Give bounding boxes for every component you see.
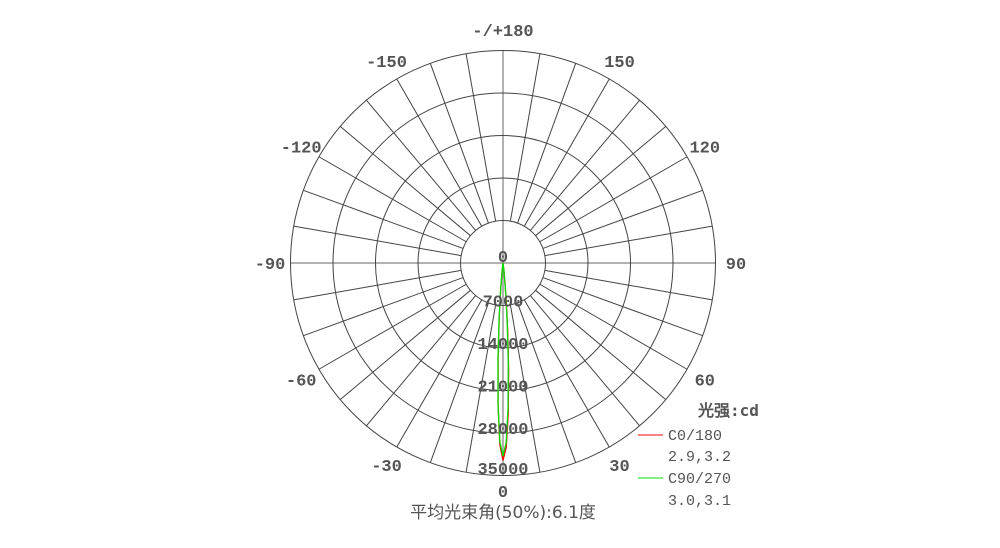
intensity-curves xyxy=(497,262,510,461)
angle-tick-label: 120 xyxy=(689,140,720,159)
radial-tick-labels: 0 7000 14000 21000 28000 35000 xyxy=(477,249,528,480)
angle-tick-labels: 0 30 60 90 120 150 -/+180 -150 -120 -90 -60 -30 xyxy=(255,23,747,503)
radial-tick-label: 0 xyxy=(498,249,508,268)
angle-tick-label: 150 xyxy=(604,54,635,73)
radial-tick-label: 7000 xyxy=(483,294,524,313)
grid-ring xyxy=(290,50,716,476)
legend-series-c90: C90/270 xyxy=(668,471,731,488)
grid-ring xyxy=(375,135,631,391)
angle-tick-label: 60 xyxy=(695,373,715,392)
legend-half-angles-c0: 2.9,3.2 xyxy=(668,449,731,466)
chart-title: 平均光束角(50%):6.1度 xyxy=(410,503,596,523)
angle-tick-label: -30 xyxy=(371,458,402,477)
grid-ring xyxy=(417,177,589,349)
radial-tick-label: 35000 xyxy=(477,461,528,480)
grid-ring xyxy=(460,220,546,306)
angle-tick-label: 30 xyxy=(609,458,629,477)
legend-unit: 光强:cd xyxy=(697,401,759,420)
legend-series-c0: C0/180 xyxy=(668,428,722,445)
angle-tick-label: -60 xyxy=(286,373,317,392)
legend: 光强:cd C0/180 2.9,3.2 C90/270 3.0,3.1 xyxy=(638,401,759,510)
angle-tick-label: -120 xyxy=(281,140,322,159)
angle-tick-label: -150 xyxy=(366,54,407,73)
angle-tick-label: 90 xyxy=(726,256,746,275)
angle-tick-label: 0 xyxy=(498,484,508,503)
angle-tick-label: -/+180 xyxy=(472,23,533,42)
radial-tick-label: 21000 xyxy=(477,379,528,398)
polar-grid xyxy=(290,50,716,476)
legend-half-angles-c90: 3.0,3.1 xyxy=(668,493,731,510)
angle-tick-label: -90 xyxy=(255,256,286,275)
series-curve-c90-270 xyxy=(497,262,509,457)
radial-tick-label: 14000 xyxy=(477,336,528,355)
grid-ring xyxy=(332,92,674,434)
radial-tick-label: 28000 xyxy=(477,421,528,440)
